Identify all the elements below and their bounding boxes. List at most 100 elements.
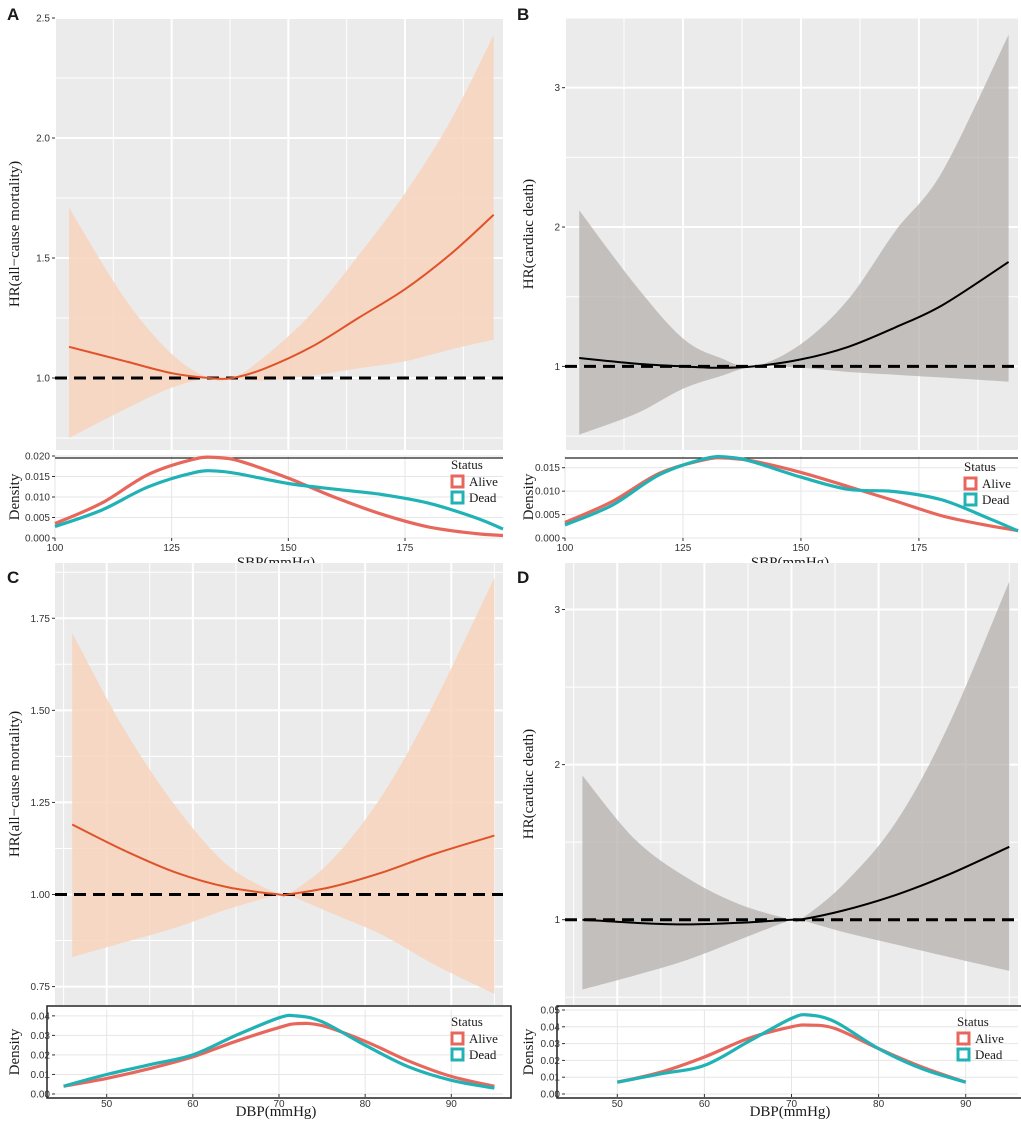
density-y-tick-label: 0.020 — [25, 452, 50, 463]
hr-curve — [582, 845, 1010, 926]
legend-label-alive: Alive — [982, 476, 1011, 491]
density-y-tick-label: 0.000 — [535, 534, 560, 545]
density-x-tick-label: 125 — [163, 543, 180, 554]
density-y-tick-label: 0.04 — [541, 1022, 561, 1033]
density-x-tick-label: 100 — [557, 543, 574, 554]
hr-y-tick-label: 3 — [554, 605, 560, 616]
density-curve-dead — [63, 1013, 495, 1090]
density-y-tick-label: 0.00 — [31, 1090, 51, 1101]
density-y-tick-label: 0.02 — [31, 1050, 51, 1061]
hr-curve — [71, 823, 495, 897]
density-y-tick-label: 0.01 — [31, 1070, 51, 1081]
panel-c: C 0.75 1.00 1.25 1.50 1.75 HR(all−cause mortal… — [7, 563, 512, 1120]
hr-y-tick-label: 1.5 — [36, 254, 50, 265]
hr-curve — [68, 214, 495, 380]
density-y-tick-label: 0.03 — [541, 1039, 561, 1050]
density-y-tick-label: 0.02 — [541, 1056, 561, 1067]
panel-label: B — [517, 5, 529, 24]
density-x-tick-label: 60 — [187, 1099, 199, 1110]
density-x-tick-label: 175 — [397, 543, 414, 554]
density-y-tick-label: 0.03 — [31, 1031, 51, 1042]
hr-y-axis-title: HR(cardiac death) — [521, 729, 537, 839]
hr-y-tick-label: 2 — [554, 760, 560, 771]
density-x-tick-label: 100 — [47, 543, 64, 554]
legend-label-dead: Dead — [469, 1047, 497, 1062]
density-panel-border — [556, 1005, 1021, 1099]
hr-confidence-band — [72, 577, 495, 994]
density-curve-alive — [564, 456, 1019, 533]
legend-swatch-dead — [450, 490, 465, 505]
hr-confidence-band — [579, 34, 1009, 435]
density-x-tick-label: 50 — [101, 1099, 113, 1110]
hr-y-axis-title: HR(cardiac death) — [521, 179, 537, 289]
density-curve-dead — [564, 454, 1019, 533]
x-axis-title: DBP(mmHg) — [750, 1104, 831, 1120]
density-y-tick-label: 0.00 — [541, 1090, 561, 1101]
density-x-tick-label: 70 — [273, 1099, 285, 1110]
legend-title: Status — [957, 1014, 989, 1029]
density-y-axis-title: Density — [7, 1028, 23, 1075]
hr-y-tick-label: 1.50 — [31, 706, 51, 717]
hr-y-tick-label: 2.5 — [36, 14, 50, 25]
legend-label-alive: Alive — [469, 474, 498, 489]
density-y-axis-title: Density — [521, 473, 537, 520]
legend-swatch-dead — [956, 1047, 971, 1062]
hr-y-tick-label: 1.75 — [31, 614, 51, 625]
legend-swatch-alive — [956, 1031, 971, 1046]
hr-y-tick-label: 1 — [554, 362, 560, 373]
density-y-tick-label: 0.05 — [541, 1006, 561, 1017]
density-x-tick-label: 50 — [612, 1099, 624, 1110]
legend-title: Status — [964, 459, 996, 474]
hr-y-tick-label: 2.0 — [36, 134, 50, 145]
legend-label-alive: Alive — [469, 1031, 498, 1046]
density-x-tick-label: 150 — [793, 543, 810, 554]
hr-curve — [579, 261, 1010, 369]
panel-b: B 1 2 3 HR(cardiac death) 0.000 0.005 0.010 0.01… — [517, 5, 1019, 571]
density-x-tick-label: 125 — [675, 543, 692, 554]
hr-y-tick-label: 1 — [554, 915, 560, 926]
density-x-tick-label: 60 — [699, 1099, 711, 1110]
density-panel-border — [46, 1005, 512, 1099]
density-y-tick-label: 0.015 — [25, 472, 50, 483]
density-y-tick-label: 0.015 — [535, 463, 560, 474]
density-y-tick-label: 0.010 — [535, 487, 560, 498]
density-x-tick-label: 90 — [960, 1099, 972, 1110]
density-x-tick-label: 150 — [280, 543, 297, 554]
legend-label-dead: Dead — [975, 1047, 1003, 1062]
legend-swatch-alive — [963, 476, 978, 491]
hr-y-tick-label: 3 — [554, 83, 560, 94]
density-x-tick-label: 80 — [360, 1099, 372, 1110]
legend-swatch-alive — [450, 474, 465, 489]
density-y-tick-label: 0.005 — [535, 510, 560, 521]
density-y-tick-label: 0.010 — [25, 493, 50, 504]
hr-y-tick-label: 1.25 — [31, 798, 51, 809]
hr-y-tick-label: 1.00 — [31, 890, 51, 901]
hr-confidence-band — [582, 581, 1010, 990]
density-x-tick-label: 90 — [446, 1099, 458, 1110]
density-curve-dead — [54, 469, 504, 531]
density-y-axis-title: Density — [521, 1028, 537, 1075]
legend-label-dead: Dead — [469, 490, 497, 505]
panel-a: A 1.0 1.5 2.0 2.5 HR(all−cause mortality) 0.00… — [7, 5, 504, 571]
panel-d: D 1 2 3 HR(cardiac death) 0.00 0.01 0.02 0.03 0.0… — [517, 563, 1021, 1120]
hr-y-tick-label: 0.75 — [31, 982, 51, 993]
legend-title: Status — [451, 457, 483, 472]
density-curve-alive — [54, 455, 504, 538]
x-axis-title: DBP(mmHg) — [236, 1104, 317, 1120]
density-x-tick-label: 175 — [911, 543, 928, 554]
density-y-tick-label: 0.000 — [25, 534, 50, 545]
legend-swatch-dead — [450, 1047, 465, 1062]
hr-y-axis-title: HR(all−cause mortality) — [7, 711, 23, 857]
panel-label: A — [7, 5, 19, 24]
hr-y-tick-label: 1.0 — [36, 374, 50, 385]
density-y-tick-label: 0.005 — [25, 513, 50, 524]
legend-label-alive: Alive — [975, 1031, 1004, 1046]
density-x-tick-label: 70 — [786, 1099, 798, 1110]
density-curve-alive — [63, 1021, 495, 1088]
hr-y-axis-title: HR(all−cause mortality) — [7, 161, 23, 307]
hr-confidence-band — [69, 34, 494, 439]
